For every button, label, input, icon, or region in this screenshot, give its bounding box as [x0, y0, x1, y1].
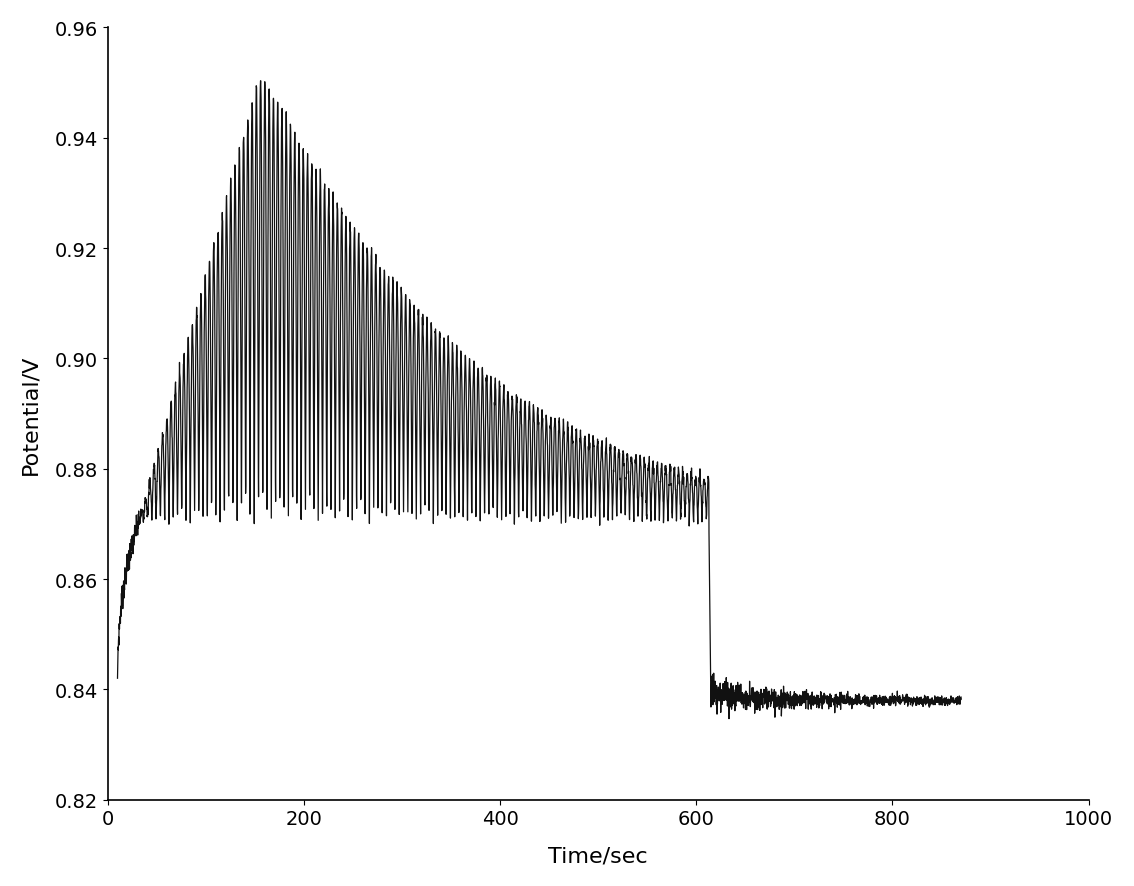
Y-axis label: Potential/V: Potential/V — [20, 354, 41, 474]
X-axis label: Time/sec: Time/sec — [549, 845, 648, 866]
